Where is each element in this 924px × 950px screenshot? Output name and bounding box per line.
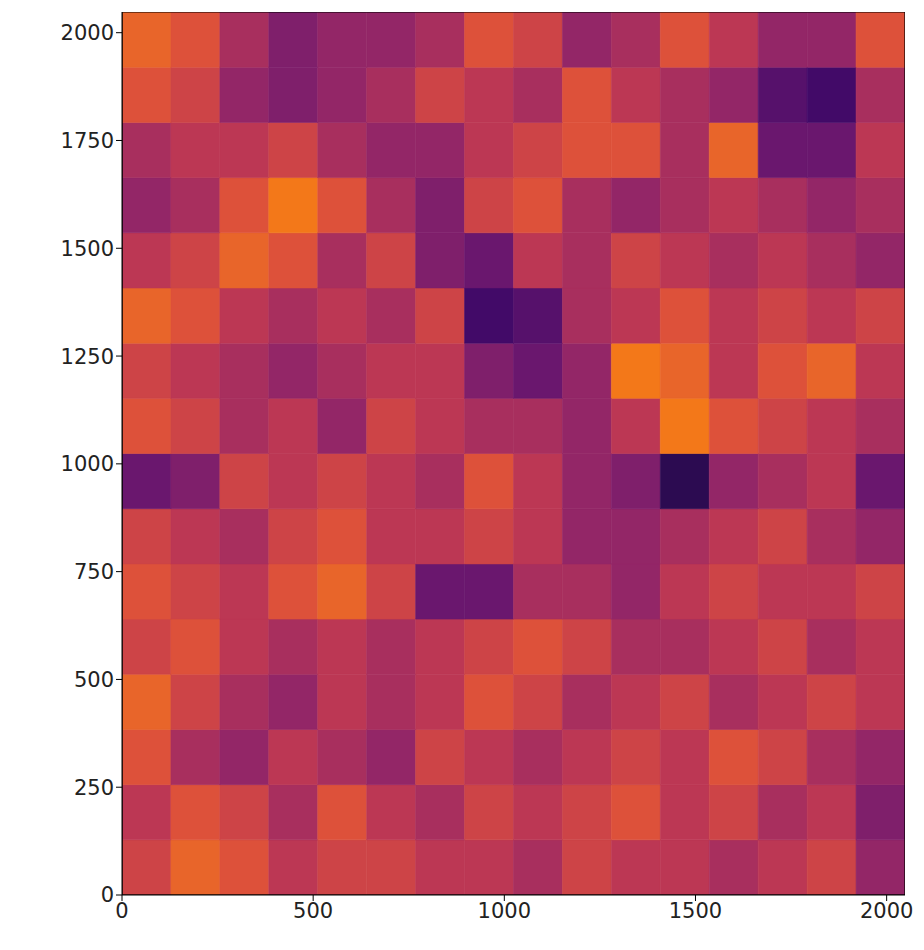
svg-text:500: 500	[74, 668, 114, 692]
svg-text:2000: 2000	[61, 21, 114, 45]
svg-text:500: 500	[293, 899, 333, 923]
svg-text:1500: 1500	[669, 899, 722, 923]
svg-text:750: 750	[74, 560, 114, 584]
svg-text:0: 0	[101, 883, 114, 907]
svg-text:1750: 1750	[61, 129, 114, 153]
svg-text:1250: 1250	[61, 345, 114, 369]
svg-text:250: 250	[74, 776, 114, 800]
svg-text:1000: 1000	[61, 452, 114, 476]
svg-text:1500: 1500	[61, 237, 114, 261]
svg-text:0: 0	[115, 899, 128, 923]
svg-text:2000: 2000	[860, 899, 913, 923]
svg-text:1000: 1000	[478, 899, 531, 923]
